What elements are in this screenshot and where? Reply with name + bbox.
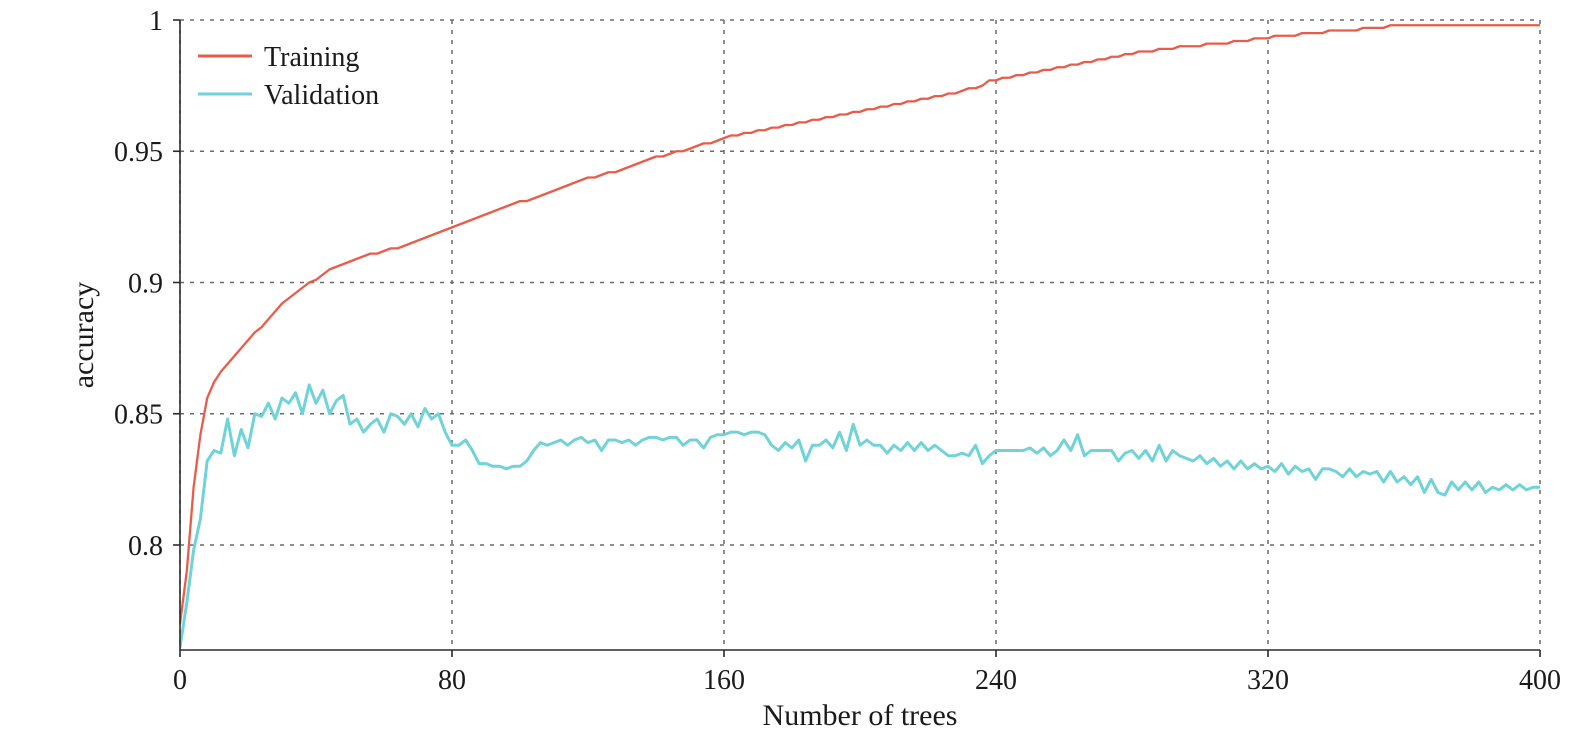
x-axis-label: Number of trees	[763, 699, 958, 732]
y-tick-label: 0.9	[128, 268, 163, 299]
y-tick-label: 1	[149, 6, 163, 37]
x-tick-label: 80	[438, 665, 466, 696]
y-tick-label: 0.85	[114, 400, 163, 431]
y-tick-label: 0.95	[114, 137, 163, 168]
x-tick-label: 160	[703, 665, 745, 696]
y-axis-label: accuracy	[67, 282, 100, 389]
x-tick-label: 240	[975, 665, 1017, 696]
legend-label: Validation	[264, 80, 379, 111]
y-tick-label: 0.8	[128, 531, 163, 562]
x-tick-label: 320	[1247, 665, 1289, 696]
chart-bg	[0, 0, 1596, 746]
x-tick-label: 400	[1519, 665, 1561, 696]
accuracy-chart: 0 80 160 240 320 400 0.8 0.85 0.9 0.95 1 Number of …	[0, 0, 1596, 746]
legend-label: Training	[264, 42, 359, 73]
x-tick-label: 0	[173, 665, 187, 696]
